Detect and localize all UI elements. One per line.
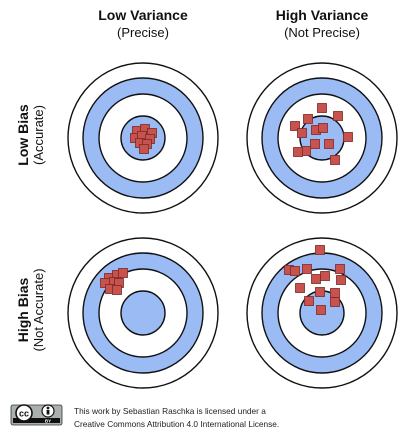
hit-marker: [320, 271, 330, 281]
hit-marker: [293, 147, 303, 157]
by-badge-text: BY: [45, 418, 51, 423]
cc-by-license-badge: cc BY: [10, 404, 63, 426]
hit-marker: [343, 132, 353, 142]
hit-marker: [315, 287, 325, 297]
column-header-high-variance: High Variance: [276, 7, 369, 23]
hit-marker: [297, 128, 307, 138]
license-line-1: This work by Sebastian Raschka is licens…: [74, 406, 266, 416]
hit-marker: [304, 296, 314, 306]
hit-marker: [290, 266, 300, 276]
hit-marker: [311, 274, 321, 284]
creative-commons-icon: [15, 404, 33, 422]
hit-marker: [317, 103, 327, 113]
hit-marker: [112, 285, 122, 295]
row-header-low-bias: Low Bias: [15, 104, 31, 166]
hit-marker: [336, 275, 346, 285]
target-low-bias-low-variance: [67, 62, 219, 214]
hit-marker: [316, 305, 326, 315]
hit-marker: [139, 144, 149, 154]
row-header-high-bias: High Bias: [15, 278, 31, 343]
target-high-bias-low-variance: [67, 237, 219, 389]
row-subheader-high-bias: (Not Accurate): [31, 268, 46, 351]
column-subheader-high-variance: (Not Precise): [284, 25, 360, 40]
hit-marker: [302, 264, 312, 274]
hit-marker: [295, 283, 305, 293]
hit-marker: [303, 114, 313, 124]
hit-marker: [330, 288, 340, 298]
hit-marker: [118, 268, 128, 278]
bullseye: [120, 290, 166, 336]
hit-marker: [290, 121, 300, 131]
hit-marker: [318, 123, 328, 133]
hit-marker: [310, 139, 320, 149]
column-subheader-low-variance: (Precise): [117, 25, 169, 40]
license-line-2: Creative Commons Attribution 4.0 Interna…: [74, 419, 279, 429]
target-high-bias-high-variance: [246, 237, 398, 389]
column-header-low-variance: Low Variance: [98, 7, 188, 23]
hit-marker: [315, 245, 325, 255]
target-low-bias-high-variance: [246, 62, 398, 214]
hit-marker: [324, 139, 334, 149]
row-subheader-low-bias: (Accurate): [31, 105, 46, 165]
hit-marker: [330, 297, 340, 307]
hit-marker: [330, 155, 340, 165]
hit-marker: [333, 111, 343, 121]
cc-badge-text: cc: [19, 409, 29, 419]
hit-marker: [335, 264, 345, 274]
